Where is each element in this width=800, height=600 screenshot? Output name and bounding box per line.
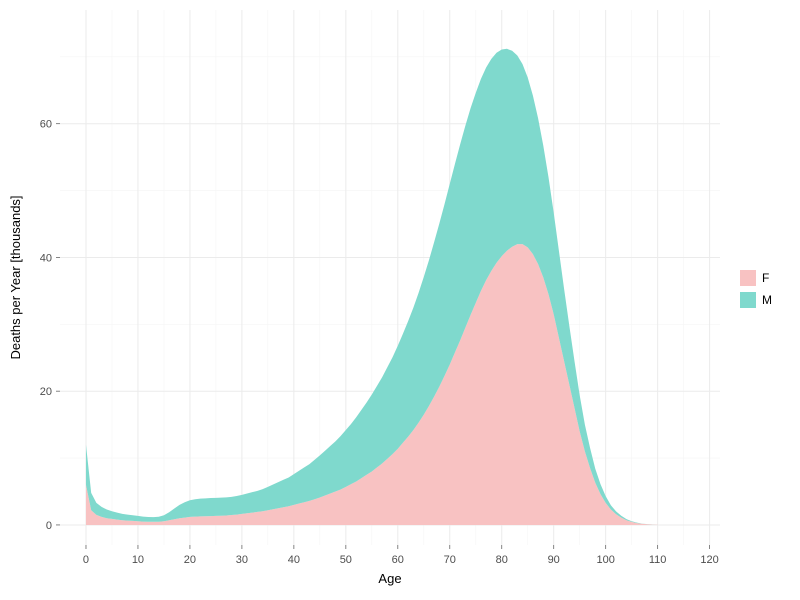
legend-swatch [740, 292, 756, 308]
legend-label: M [762, 293, 772, 307]
x-tick-label: 90 [548, 554, 560, 566]
x-tick-label: 120 [700, 554, 718, 566]
legend-label: F [762, 271, 769, 285]
x-axis-title: Age [378, 571, 401, 586]
y-tick-label: 20 [40, 386, 52, 398]
x-tick-label: 60 [392, 554, 404, 566]
x-tick-label: 10 [132, 554, 144, 566]
x-tick-label: 30 [236, 554, 248, 566]
x-tick-label: 20 [184, 554, 196, 566]
area-chart: 0 10 20 30 40 50 60 70 80 90 100 110 120 0 20 40 60 Age De… [0, 0, 800, 600]
x-tick-label: 50 [340, 554, 352, 566]
x-tick-label: 0 [83, 554, 89, 566]
chart-container: 0 10 20 30 40 50 60 70 80 90 100 110 120 0 20 40 60 Age De… [0, 0, 800, 600]
y-tick-label: 60 [40, 119, 52, 131]
legend-swatch [740, 270, 756, 286]
x-tick-label: 80 [496, 554, 508, 566]
y-tick-label: 40 [40, 252, 52, 264]
x-tick-label: 100 [596, 554, 614, 566]
y-tick-label: 0 [46, 520, 52, 532]
x-tick-label: 110 [649, 554, 667, 566]
x-tick-label: 70 [444, 554, 456, 566]
x-tick-label: 40 [288, 554, 300, 566]
y-axis-title: Deaths per Year [thousands] [8, 195, 23, 359]
